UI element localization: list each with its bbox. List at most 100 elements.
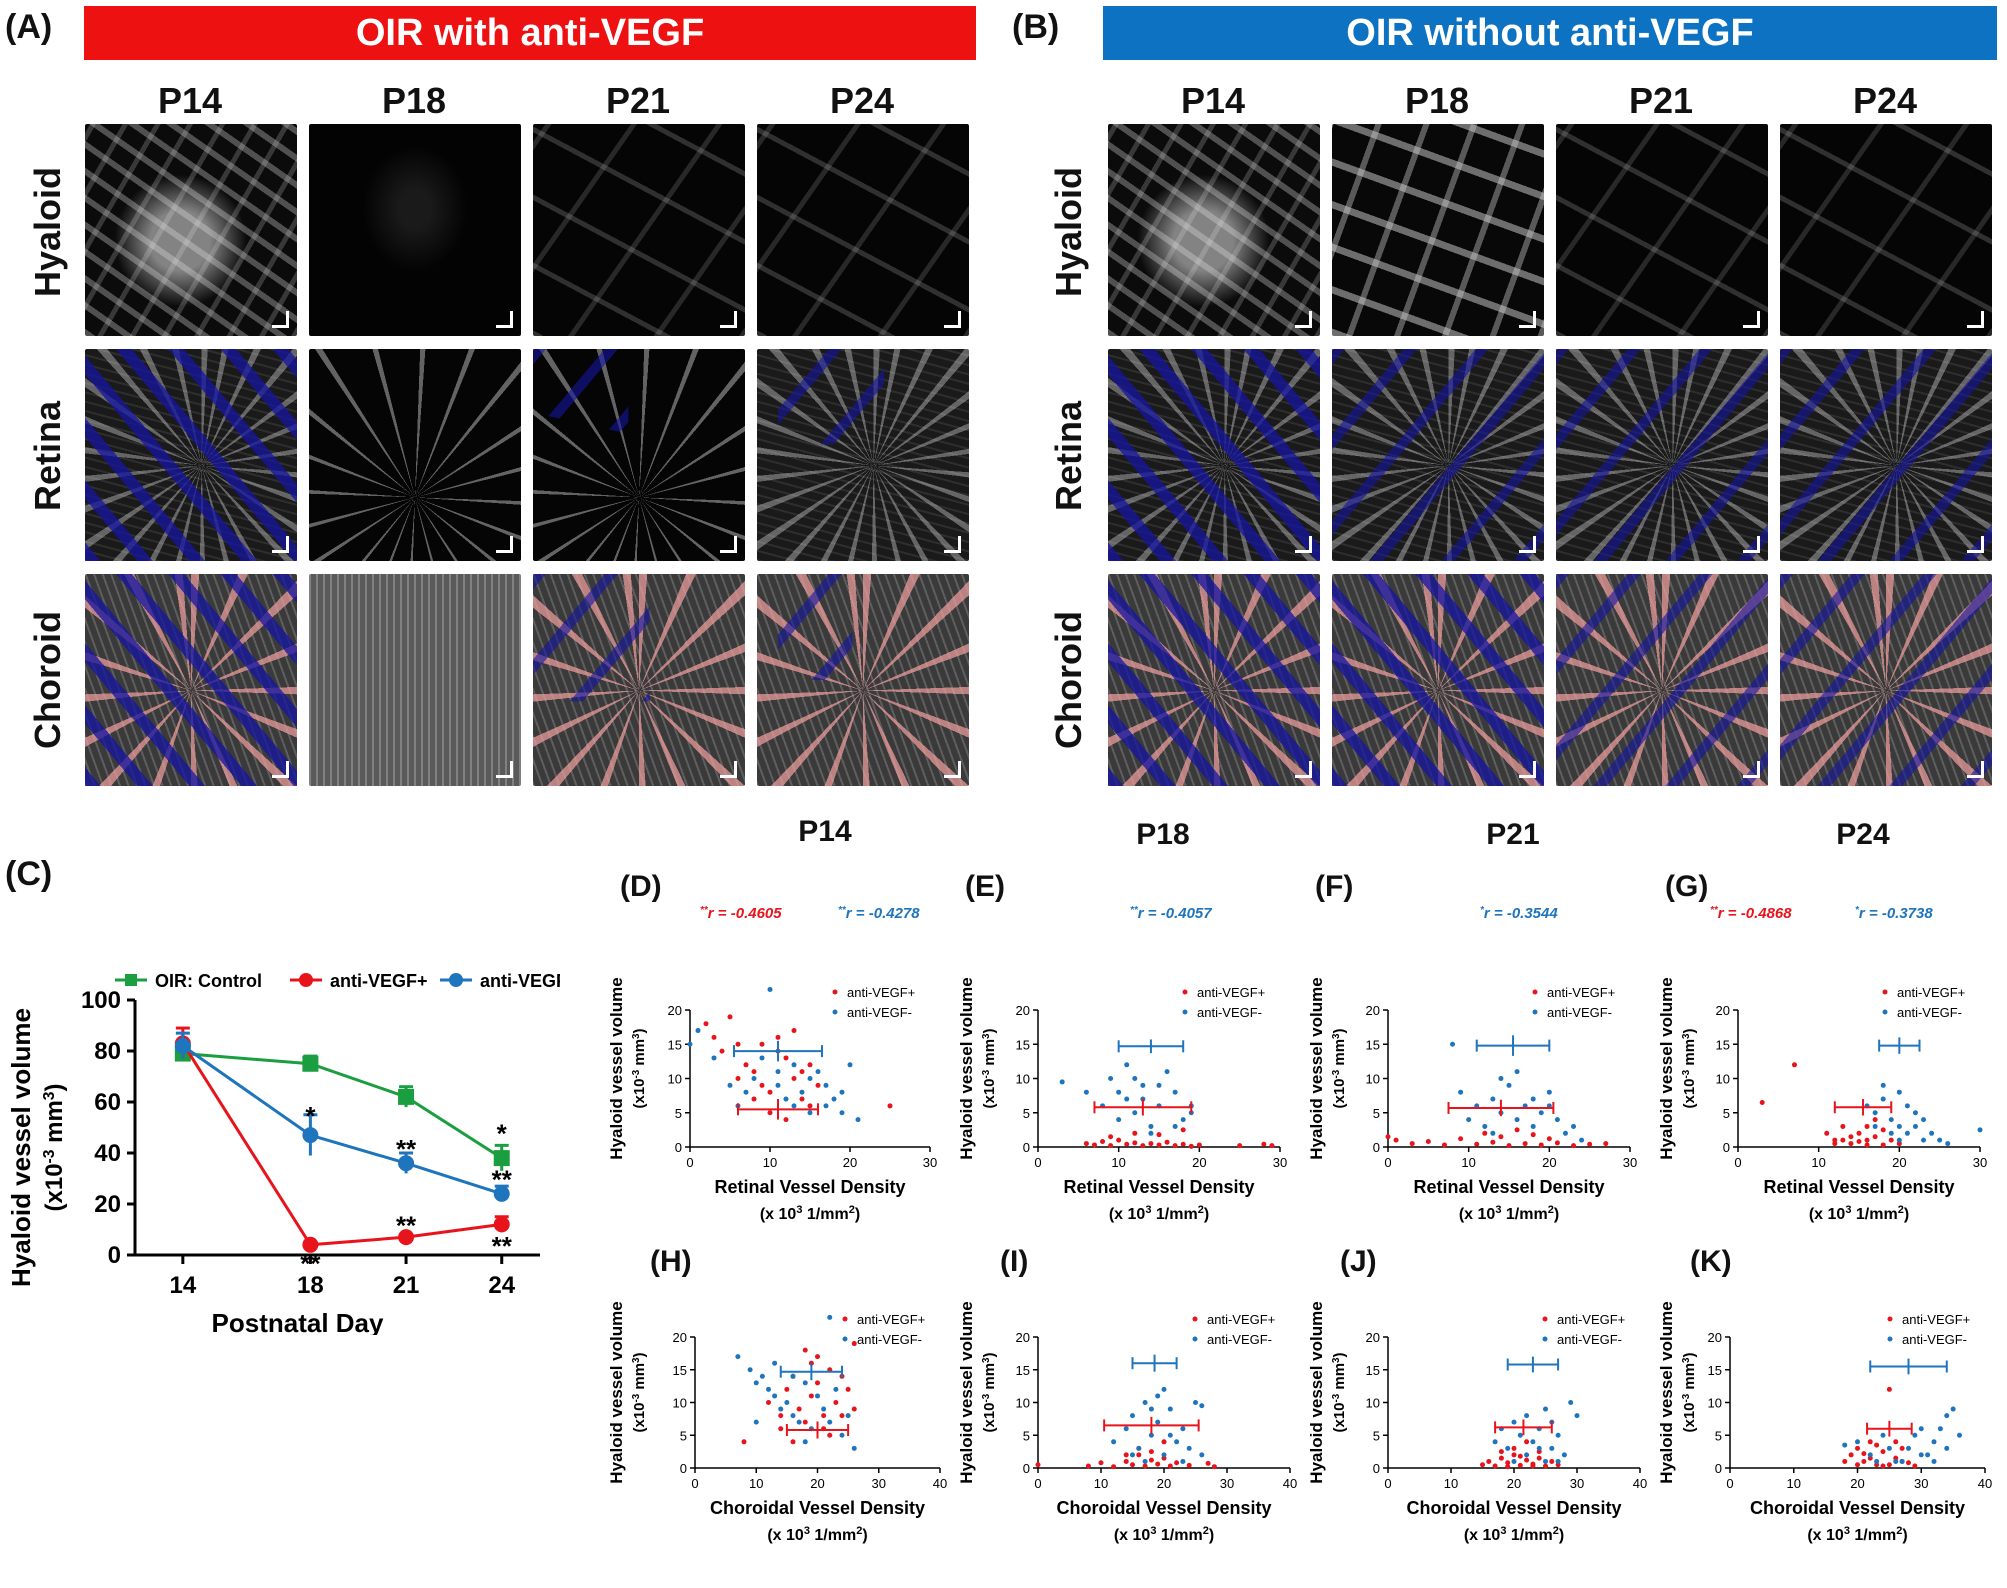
legend-label: anti-VEGF+ (857, 1312, 925, 1327)
blue-point (1124, 1062, 1130, 1068)
blue-point (839, 1089, 845, 1095)
red-point (1132, 1140, 1138, 1146)
blue-point (766, 1386, 771, 1392)
red-point (1848, 1141, 1854, 1147)
blue-point (1490, 1096, 1496, 1102)
blue-point (1167, 1406, 1173, 1412)
panel-label-a: (A) (5, 8, 53, 46)
x-tick-label: 10 (1461, 1155, 1475, 1170)
col-header-a-p18: P18 (381, 80, 447, 121)
series-line (182, 1052, 503, 1160)
y-tick-label: 5 (680, 1428, 687, 1443)
blue-point (1929, 1130, 1935, 1136)
image-a-choroid-p18 (309, 574, 521, 786)
red-point (1880, 1142, 1886, 1148)
blue-point (1944, 1445, 1950, 1451)
scale-bar-icon (944, 761, 961, 778)
red-point (1148, 1141, 1154, 1147)
red-point (1855, 1445, 1860, 1451)
image-b-choroid-p21 (1556, 574, 1768, 786)
y-axis-unit: (x10-3 mm3) (981, 1029, 999, 1109)
y-tick-label: 0 (680, 1461, 687, 1476)
blue-point (1574, 1413, 1580, 1419)
red-point (1505, 1460, 1511, 1466)
scale-bar-icon (1295, 311, 1312, 328)
red-point (1840, 1123, 1846, 1129)
red-point (1880, 1463, 1886, 1469)
y-tick-label: 20 (673, 1330, 687, 1345)
legend-marker (1532, 989, 1538, 995)
red-point (821, 1413, 827, 1419)
blue-point (1505, 1445, 1511, 1451)
blue-point (802, 1380, 808, 1386)
blue-point (1546, 1089, 1552, 1095)
scale-bar-icon (496, 761, 513, 778)
y-tick-label: 10 (1708, 1396, 1722, 1411)
red-point (1385, 1134, 1391, 1140)
y-tick-label: 80 (94, 1038, 121, 1065)
blue-point (778, 1406, 784, 1412)
red-point (1140, 1143, 1146, 1149)
red-point (1511, 1452, 1517, 1458)
blue-point (1925, 1452, 1931, 1458)
blue-point (1524, 1413, 1530, 1419)
row-header-a-retina: Retina (27, 400, 68, 512)
blue-point (772, 1393, 778, 1399)
red-point (1906, 1460, 1911, 1466)
red-point (783, 1055, 789, 1061)
y-tick-label: 15 (1366, 1363, 1380, 1378)
day-header-p21: P21 (1486, 818, 1540, 851)
red-point (790, 1439, 796, 1445)
red-point (1530, 1463, 1536, 1469)
data-point (493, 1185, 510, 1202)
image-a-retina-p14 (85, 349, 297, 561)
image-b-retina-p21 (1556, 349, 1768, 561)
blue-point (815, 1393, 820, 1399)
chart-f-scatter: 0 5 10 15 20 0 10 20 30 Retinal Vessel Density (x … (1307, 977, 1637, 1223)
legend-label: anti-VEGF- (847, 1005, 912, 1020)
blue-point (1186, 1445, 1192, 1451)
blue-point (1180, 1117, 1186, 1123)
red-point (1886, 1386, 1892, 1392)
y-tick-label: 0 (108, 1242, 121, 1269)
scale-bar-icon (1967, 311, 1984, 328)
blue-point (1896, 1089, 1902, 1095)
scale-bar-icon (1743, 761, 1760, 778)
red-point (1148, 1449, 1154, 1455)
blue-point (1108, 1076, 1114, 1081)
blue-point (1880, 1096, 1886, 1102)
image-b-choroid-p18 (1332, 574, 1544, 786)
red-point (1205, 1460, 1211, 1466)
series-line (181, 1044, 503, 1196)
red-point (887, 1103, 893, 1109)
blue-point (1842, 1442, 1848, 1448)
x-tick-label: 10 (1094, 1476, 1108, 1491)
x-tick-label: 10 (1811, 1155, 1825, 1170)
blue-point (1888, 1130, 1894, 1136)
x-tick-label: 0 (1384, 1476, 1391, 1491)
blue-point (1554, 1117, 1560, 1123)
image-b-hyaloid-p24 (1780, 124, 1992, 336)
blue-point (831, 1096, 837, 1102)
blue-point (1944, 1413, 1950, 1419)
y-tick-label: 20 (1716, 1003, 1730, 1018)
scale-bar-icon (1295, 761, 1312, 778)
scale-bar-icon (496, 311, 513, 328)
red-point (1172, 1143, 1178, 1149)
blue-point (1142, 1400, 1148, 1405)
red-point (1874, 1442, 1880, 1448)
blue-point (1116, 1117, 1122, 1123)
legend-marker (1542, 1316, 1548, 1322)
panel-label-g: (G) (1665, 870, 1709, 903)
red-point (1269, 1143, 1275, 1149)
y-tick-label: 0 (1723, 1140, 1730, 1155)
blue-point (1148, 1130, 1154, 1136)
blue-point (1912, 1123, 1918, 1129)
blue-point (1918, 1452, 1924, 1458)
blue-point (1957, 1432, 1962, 1438)
blue-point (1506, 1082, 1512, 1088)
x-axis-unit: (x 103 1/mm2) (1809, 1204, 1909, 1223)
red-point (1549, 1458, 1555, 1464)
x-axis-unit: (x 103 1/mm2) (1807, 1525, 1907, 1544)
x-axis-unit: (x 103 1/mm2) (1114, 1525, 1214, 1544)
